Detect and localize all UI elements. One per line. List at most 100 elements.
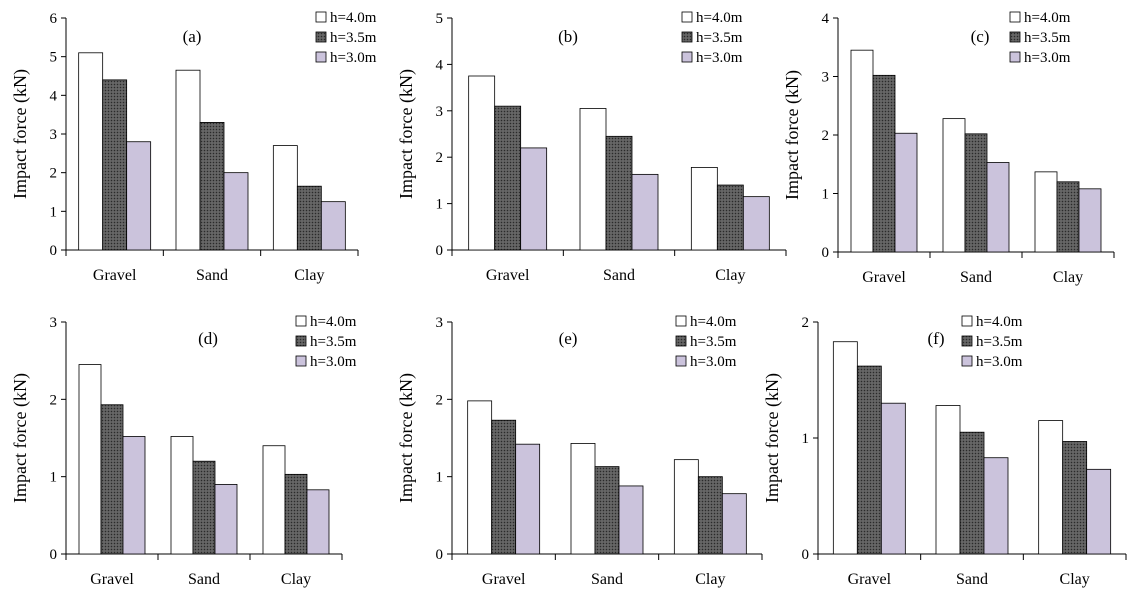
bar-h-4_0m-sand — [579, 108, 607, 251]
bar-h-3_5m-clay — [716, 184, 744, 251]
y-axis-label: Impact force (kN) — [396, 373, 417, 503]
bar-h-3_5m-sand — [594, 466, 620, 555]
legend-swatch — [681, 31, 693, 43]
x-tick-label: Sand — [960, 269, 992, 286]
bar-h-4_0m-gravel — [468, 75, 496, 251]
bar-h-3_0m-sand — [214, 483, 238, 555]
legend-swatch — [675, 335, 687, 347]
y-tick-label: 1 — [436, 197, 444, 213]
y-tick-label: 4 — [436, 57, 444, 73]
legend-label: h=3.5m — [330, 30, 377, 46]
bar-h-3_0m-gravel — [122, 436, 146, 555]
legend-swatch — [961, 335, 973, 347]
bar-h-4_0m-clay — [262, 445, 286, 555]
panel-annotation: (d) — [198, 329, 218, 348]
x-tick-label: Sand — [956, 571, 988, 588]
legend-label: h=3.5m — [1024, 30, 1071, 46]
bar-h-3_0m-clay — [320, 201, 346, 251]
panel-annotation: (c) — [971, 27, 990, 46]
x-tick-label: Clay — [281, 571, 311, 588]
legend-swatch — [315, 11, 327, 23]
y-tick-label: 5 — [50, 50, 58, 66]
y-tick-label: 2 — [436, 150, 444, 166]
bar-h-3_0m-sand — [986, 162, 1010, 253]
bar-h-3_0m-sand — [223, 172, 249, 251]
x-tick-label: Clay — [695, 571, 725, 588]
y-tick-label: 2 — [50, 392, 58, 408]
bar-h-4_0m-clay — [1034, 171, 1058, 253]
y-axis-label: Impact force (kN) — [396, 69, 417, 199]
y-axis-label: Impact force (kN) — [10, 69, 31, 199]
bar-h-3_5m-gravel — [856, 365, 882, 555]
bar-h-3_5m-clay — [1056, 181, 1080, 253]
chart-panel-c: 0 1 2 3 4 Gravel Sand Clay Impact force (kN) (c) h… — [782, 10, 1115, 286]
chart-panel-e: 0 1 2 3 Gravel Sand Clay Impact force (kN) (e) h=… — [396, 314, 763, 588]
y-tick-label: 3 — [822, 70, 830, 86]
y-tick-label: 0 — [436, 243, 444, 259]
legend-swatch — [295, 335, 307, 347]
chart-panel-f: 0 1 2 Gravel Sand Clay Impact force (kN) (f) h=4… — [762, 314, 1127, 588]
panel-annotation: (f) — [928, 329, 945, 348]
y-tick-label: 1 — [802, 431, 810, 447]
chart-panel-a: 0 1 2 3 4 5 6 Gravel Sand Clay Impact force (kN) (a… — [10, 10, 377, 284]
x-tick-label: Gravel — [862, 269, 906, 286]
bar-h-4_0m-sand — [170, 436, 194, 555]
legend-label: h=4.0m — [310, 314, 357, 330]
legend-label: h=3.0m — [330, 50, 377, 66]
bar-h-3_5m-gravel — [494, 105, 522, 251]
x-tick-label: Gravel — [486, 267, 530, 284]
x-tick-label: Sand — [188, 571, 220, 588]
bar-h-4_0m-sand — [175, 69, 201, 251]
legend-label: h=3.0m — [1024, 50, 1071, 66]
chart-panel-d: 0 1 2 3 Gravel Sand Clay Impact force (kN) (d) h=… — [10, 314, 357, 588]
legend-label: h=3.5m — [976, 334, 1023, 350]
bar-h-3_0m-sand — [618, 485, 644, 555]
bar-h-3_0m-clay — [721, 493, 747, 555]
y-tick-label: 0 — [50, 243, 58, 259]
x-tick-label: Sand — [603, 267, 635, 284]
bar-h-4_0m-sand — [942, 118, 966, 253]
legend-label: h=4.0m — [1024, 10, 1071, 26]
legend-swatch — [681, 11, 693, 23]
bar-h-3_5m-sand — [964, 133, 988, 253]
bar-h-3_0m-sand — [631, 173, 659, 251]
bar-h-4_0m-gravel — [850, 49, 874, 253]
bar-h-3_0m-gravel — [520, 147, 548, 251]
bar-h-4_0m-sand — [570, 443, 596, 555]
y-tick-label: 1 — [822, 187, 830, 203]
bar-h-3_5m-sand — [959, 431, 985, 555]
bar-h-4_0m-gravel — [78, 52, 104, 251]
legend-swatch — [315, 31, 327, 43]
x-tick-label: Gravel — [90, 571, 134, 588]
y-tick-label: 1 — [50, 204, 58, 220]
legend-label: h=4.0m — [696, 10, 743, 26]
x-tick-label: Gravel — [848, 571, 892, 588]
x-tick-label: Sand — [591, 571, 623, 588]
x-tick-label: Gravel — [93, 267, 137, 284]
panel-annotation: (e) — [559, 329, 578, 348]
bar-h-3_5m-gravel — [872, 74, 896, 253]
bar-h-4_0m-gravel — [832, 341, 858, 555]
y-axis-label: Impact force (kN) — [10, 373, 31, 503]
legend-label: h=3.0m — [310, 354, 357, 370]
bar-h-4_0m-clay — [690, 167, 718, 251]
legend-label: h=3.5m — [690, 334, 737, 350]
y-tick-label: 4 — [50, 88, 58, 104]
y-tick-label: 0 — [802, 547, 810, 563]
bar-h-3_0m-clay — [1086, 468, 1112, 555]
legend-label: h=4.0m — [690, 314, 737, 330]
legend-swatch — [681, 51, 693, 63]
y-tick-label: 2 — [802, 315, 810, 331]
legend-swatch — [295, 355, 307, 367]
y-tick-label: 4 — [822, 11, 830, 27]
chart-panel-b: 0 1 2 3 4 5 Gravel Sand Clay Impact force (kN) (b)… — [396, 10, 787, 284]
x-tick-label: Sand — [196, 267, 228, 284]
legend-label: h=3.5m — [310, 334, 357, 350]
bar-h-4_0m-clay — [673, 459, 699, 555]
bar-h-3_0m-gravel — [515, 443, 541, 555]
y-tick-label: 3 — [436, 315, 444, 331]
bar-h-4_0m-clay — [272, 145, 298, 251]
y-tick-label: 2 — [50, 166, 58, 182]
y-tick-label: 0 — [822, 245, 830, 261]
